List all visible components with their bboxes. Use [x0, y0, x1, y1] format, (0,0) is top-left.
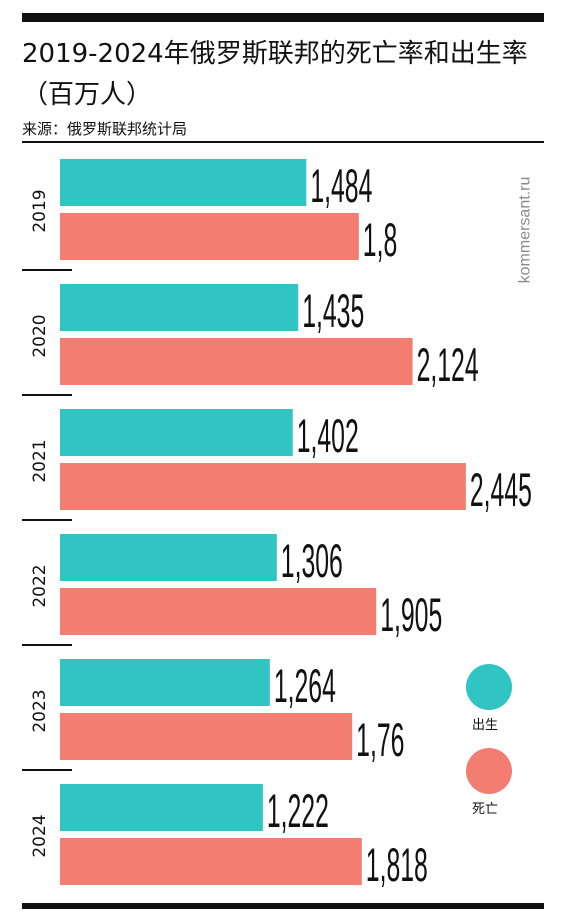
group-separator [22, 769, 72, 771]
watermark: kommersant.ru [515, 160, 535, 300]
birth-value-label-2024: 1,222 [267, 784, 329, 837]
birth-value-label-2020: 1,435 [302, 284, 364, 337]
death-bar-2021 [60, 463, 466, 510]
year-label-2023: 2023 [30, 689, 50, 732]
legend-birth-swatch [466, 664, 512, 710]
legend-death-swatch [466, 748, 512, 794]
birth-value-label-2022: 1,306 [281, 534, 343, 587]
death-value-label-2020: 2,124 [417, 338, 479, 391]
group-separator [22, 394, 72, 396]
birth-bar-2024 [60, 784, 263, 831]
legend-birth-label: 出生 [472, 718, 499, 733]
group-separator [22, 644, 72, 646]
birth-bar-2023 [60, 659, 270, 706]
bottom-rule [22, 903, 544, 909]
year-label-2019: 2019 [30, 189, 50, 232]
birth-bar-2020 [60, 284, 299, 331]
year-label-2021: 2021 [30, 439, 50, 482]
birth-bar-2019 [60, 159, 307, 206]
death-bar-2019 [60, 213, 359, 260]
death-bar-2023 [60, 713, 353, 760]
top-rule [22, 13, 544, 22]
birth-value-label-2021: 1,402 [297, 409, 359, 462]
source-note: 来源：俄罗斯联邦统计局 [22, 120, 188, 138]
chart-title: 2019-2024年俄罗斯联邦的死亡率和出生率（百万人） [22, 39, 528, 110]
watermark-text: kommersant.ru [516, 176, 534, 284]
death-value-label-2022: 1,905 [380, 588, 442, 641]
death-bar-2020 [60, 338, 413, 385]
death-value-label-2019: 1,8 [363, 213, 397, 266]
birth-value-label-2023: 1,264 [274, 659, 336, 712]
birth-value-label-2019: 1,484 [310, 159, 372, 212]
group-separator [22, 519, 72, 521]
year-label-2022: 2022 [30, 564, 50, 607]
legend-death-label: 死亡 [472, 802, 499, 817]
death-value-label-2021: 2,445 [470, 463, 532, 516]
death-value-label-2024: 1,818 [366, 838, 428, 891]
year-label-2020: 2020 [30, 314, 50, 357]
death-bar-2022 [60, 588, 377, 635]
header-rule [22, 141, 544, 143]
death-bar-2024 [60, 838, 362, 885]
birth-bar-2022 [60, 534, 277, 581]
group-separator [22, 269, 72, 271]
year-label-2024: 2024 [30, 814, 50, 857]
birth-bar-2021 [60, 409, 293, 456]
death-value-label-2023: 1,76 [356, 713, 404, 766]
